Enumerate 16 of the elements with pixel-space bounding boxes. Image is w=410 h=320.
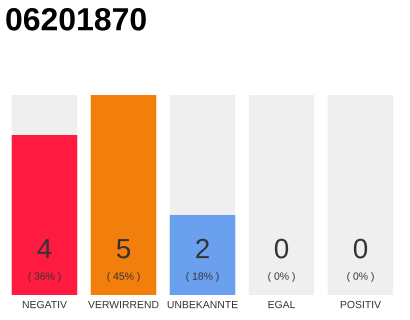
x-tick-label: EGAL bbox=[268, 300, 296, 308]
data-label: 4 bbox=[37, 239, 52, 258]
annotation: ( 18% ) bbox=[186, 272, 219, 282]
annotation: ( 36% ) bbox=[28, 272, 61, 282]
data-label: 5 bbox=[116, 239, 130, 258]
data-label: 2 bbox=[196, 238, 209, 258]
chart-title: 06201870 bbox=[6, 8, 146, 31]
annotation: 0 bbox=[274, 238, 288, 258]
annotation: ( 0% ) bbox=[268, 272, 295, 282]
annotation: ( 45% ) bbox=[107, 272, 140, 282]
x-tick-label: NEGATIV bbox=[22, 300, 67, 308]
annotation: 0 bbox=[354, 238, 368, 258]
x-tick-label: POSITIV bbox=[340, 300, 382, 308]
annotation: ( 0% ) bbox=[347, 272, 374, 282]
x-tick-label: UNBEKANNTE bbox=[168, 300, 238, 308]
x-tick-label: VERWIRREND bbox=[88, 300, 158, 308]
